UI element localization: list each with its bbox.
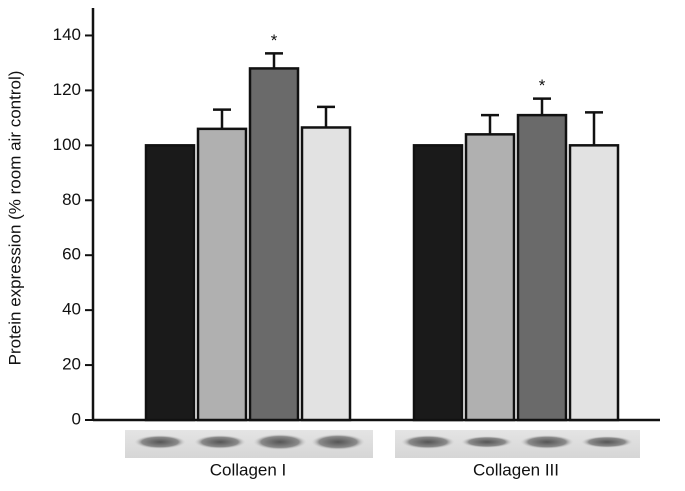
bar [248, 67, 300, 422]
y-tick-label: 60 [62, 245, 81, 264]
y-axis-label: Protein expression (% room air control) [5, 71, 24, 366]
blot-strip [125, 430, 373, 458]
bar [412, 144, 464, 422]
bar [568, 144, 620, 422]
x-tick-label: Collagen III [473, 460, 559, 479]
bar [300, 126, 352, 422]
bar [464, 133, 516, 422]
y-tick-label: 140 [53, 25, 81, 44]
y-tick-label: 80 [62, 190, 81, 209]
bar [516, 113, 568, 422]
y-tick-label: 40 [62, 300, 81, 319]
significance-mark: * [539, 76, 546, 95]
x-tick-label: Collagen I [210, 460, 287, 479]
y-tick-label: 0 [72, 409, 81, 428]
y-tick-label: 20 [62, 355, 81, 374]
significance-mark: * [271, 31, 278, 50]
blot-strip [395, 430, 640, 458]
y-tick-label: 100 [53, 135, 81, 154]
bar [144, 144, 196, 422]
y-tick-label: 120 [53, 80, 81, 99]
bar [196, 127, 248, 422]
